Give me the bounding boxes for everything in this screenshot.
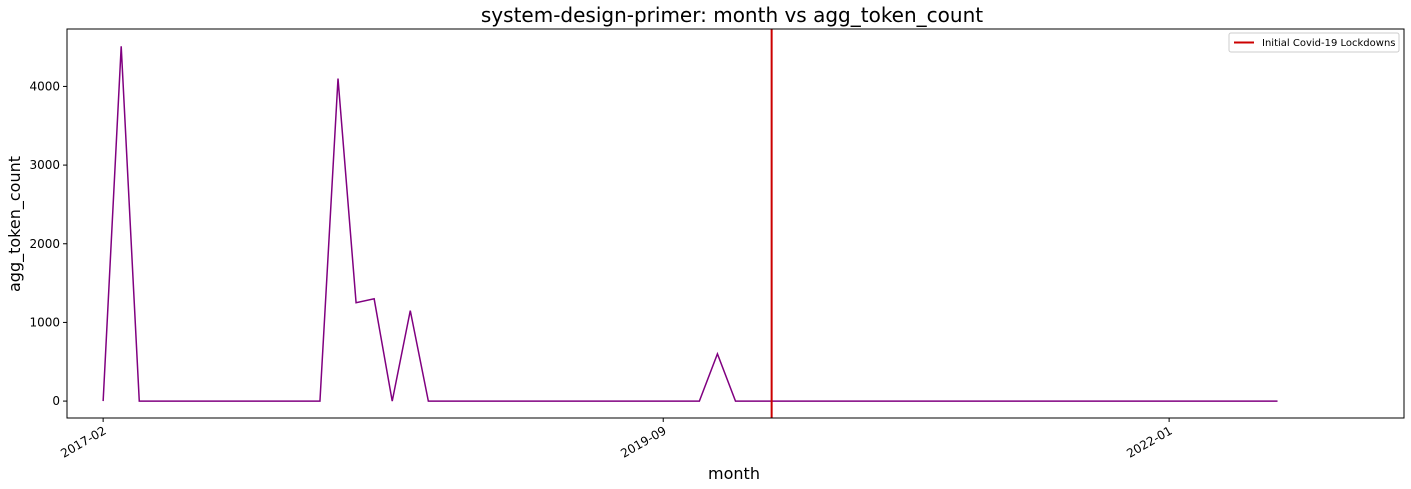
data-point [987, 400, 990, 403]
legend-box [1228, 32, 1400, 53]
y-axis-title: agg_token_count [5, 156, 25, 292]
data-point [662, 400, 665, 403]
data-point [535, 400, 538, 403]
data-point [1113, 400, 1116, 403]
series-line [102, 46, 1278, 402]
data-point [879, 400, 882, 403]
data-point [734, 400, 737, 403]
data-point [1095, 400, 1098, 403]
data-point [933, 400, 936, 403]
plot-area [102, 29, 1279, 418]
data-point [716, 352, 719, 355]
data-point [174, 400, 177, 403]
data-point [752, 400, 755, 403]
x-axis-title: month [708, 464, 760, 483]
data-point [1005, 400, 1008, 403]
data-point [1240, 400, 1243, 403]
data-point [680, 400, 683, 403]
data-point [264, 400, 267, 403]
data-point [1131, 400, 1134, 403]
y-tick-label: 4000 [29, 79, 60, 93]
data-point [1276, 400, 1279, 403]
data-point [445, 400, 448, 403]
data-point [1041, 400, 1044, 403]
data-point [192, 400, 195, 403]
data-point [1204, 400, 1207, 403]
data-point [897, 400, 900, 403]
data-point [860, 400, 863, 403]
data-point [1222, 400, 1225, 403]
data-point [951, 400, 954, 403]
data-point [355, 301, 358, 304]
data-point [626, 400, 629, 403]
data-point [300, 400, 303, 403]
y-tick-label: 1000 [29, 315, 60, 329]
data-point [391, 400, 394, 403]
data-point [1186, 400, 1189, 403]
data-point [318, 400, 321, 403]
chart-title: system-design-primer: month vs agg_token… [481, 3, 983, 27]
data-point [1077, 400, 1080, 403]
legend: Initial Covid-19 Lockdowns [1228, 32, 1400, 53]
data-point [409, 309, 412, 312]
data-point [1258, 400, 1261, 403]
data-point [427, 400, 430, 403]
data-point [463, 400, 466, 403]
data-point [337, 77, 340, 80]
data-point [571, 400, 574, 403]
data-point [644, 400, 647, 403]
data-point [553, 400, 556, 403]
data-point [210, 400, 213, 403]
y-axis-ticks: 0 1000 2000 3000 4000 [29, 79, 67, 408]
data-point [969, 400, 972, 403]
y-tick-label: 0 [52, 394, 60, 408]
data-point [806, 400, 809, 403]
data-point [138, 400, 141, 403]
data-point [373, 297, 376, 300]
plot-frame [66, 28, 1405, 419]
data-point [1023, 400, 1026, 403]
data-point [156, 400, 159, 403]
data-point [842, 400, 845, 403]
data-point [915, 400, 918, 403]
data-point [824, 400, 827, 403]
data-point [788, 400, 791, 403]
data-point [102, 400, 105, 403]
data-point [481, 400, 484, 403]
data-point [608, 400, 611, 403]
data-point [517, 400, 520, 403]
data-point [282, 400, 285, 403]
y-tick-label: 3000 [29, 158, 60, 172]
data-point [120, 45, 123, 48]
data-point [228, 400, 231, 403]
legend-label: Initial Covid-19 Lockdowns [1262, 38, 1396, 49]
data-point [499, 400, 502, 403]
data-point [1150, 400, 1153, 403]
data-point [1168, 400, 1171, 403]
data-point [698, 400, 701, 403]
data-point [246, 400, 249, 403]
data-point [589, 400, 592, 403]
y-tick-label: 2000 [29, 237, 60, 251]
data-point [1059, 400, 1062, 403]
